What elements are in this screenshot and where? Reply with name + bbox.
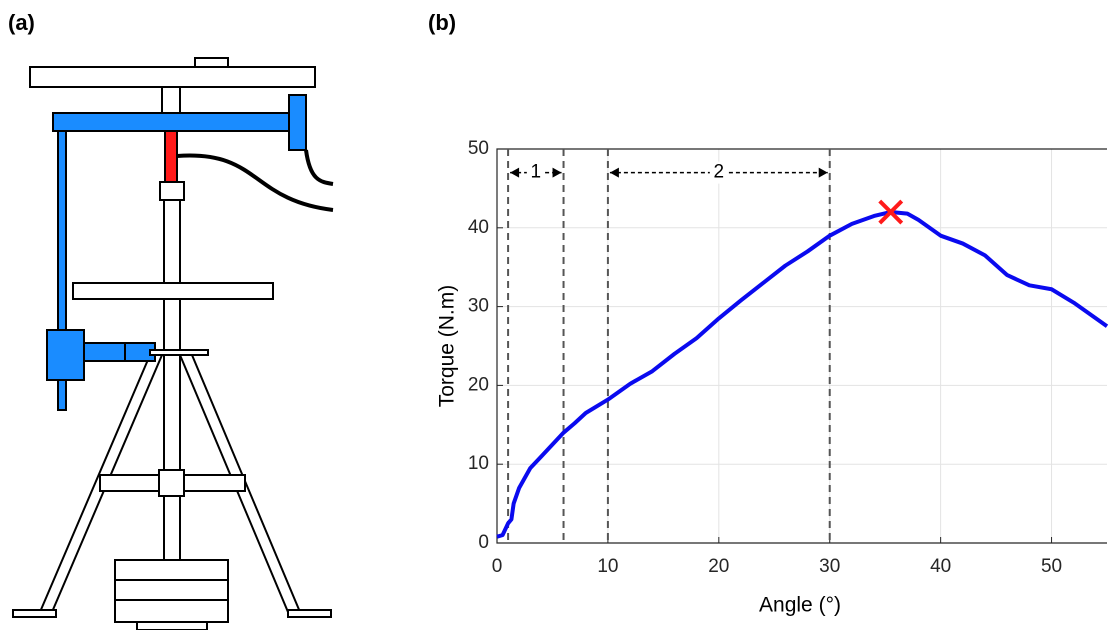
x-axis-title: Angle (°) xyxy=(759,594,841,617)
y-tick-label: 10 xyxy=(468,453,489,474)
y-tick-label: 50 xyxy=(468,138,489,159)
panel-label: (b) xyxy=(428,10,456,35)
panel-label: (a) xyxy=(8,10,35,35)
y-tick-label: 20 xyxy=(468,374,489,395)
x-tick-label: 20 xyxy=(708,556,729,577)
span-label-bg xyxy=(709,161,728,184)
apparatus-diagram xyxy=(12,57,334,631)
x-tick-label: 40 xyxy=(930,556,951,577)
x-tick-label: 30 xyxy=(819,556,840,577)
x-tick-label: 50 xyxy=(1041,556,1062,577)
axes-frame xyxy=(496,148,1107,544)
span-label: 1 xyxy=(531,162,542,183)
x-tick-label: 0 xyxy=(492,556,503,577)
y-tick-label: 30 xyxy=(468,296,489,317)
y-axis-title: Torque (N.m) xyxy=(436,285,459,408)
span-label: 2 xyxy=(714,162,725,183)
span-label-bg xyxy=(526,161,545,184)
y-tick-label: 0 xyxy=(478,532,489,553)
torque-curve xyxy=(496,210,1109,539)
x-tick-label: 10 xyxy=(597,556,618,577)
peak-marker xyxy=(878,199,904,225)
y-tick-label: 40 xyxy=(468,217,489,238)
